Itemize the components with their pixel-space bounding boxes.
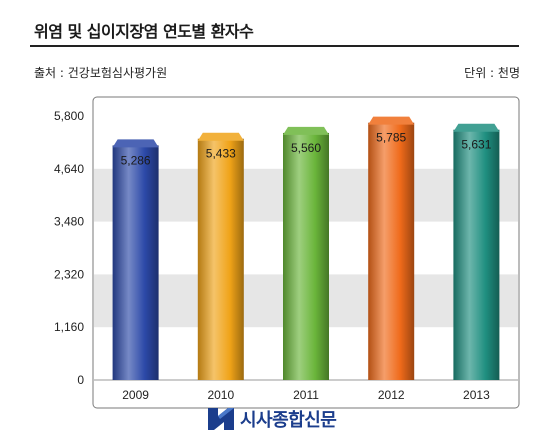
bar-2009: 5,286 [112, 139, 159, 380]
bar-2011: 5,560 [283, 126, 329, 380]
x-tick-label: 2010 [207, 388, 234, 402]
bar-value-label: 5,286 [121, 153, 151, 167]
x-tick-label: 2011 [293, 388, 319, 402]
chart-title: 위염 및 십이지장염 연도별 환자수 [34, 22, 254, 41]
bar-2010: 5,433 [197, 132, 244, 380]
title-divider [30, 45, 519, 47]
bar-2013: 5,631 [453, 123, 500, 380]
bar-value-label: 5,785 [376, 131, 406, 145]
y-tick-label: 4,640 [54, 162, 84, 176]
logo-text: 시사종합신문 [240, 410, 337, 431]
bar-cap [368, 116, 415, 125]
y-tick-label: 1,160 [54, 320, 84, 334]
publisher-logo: 시사종합신문 [206, 404, 337, 434]
x-tick-label: 2013 [463, 388, 490, 402]
bar-cap [283, 126, 329, 135]
bar-body [112, 145, 159, 380]
bar-body [197, 138, 244, 380]
bar-cap [197, 132, 244, 141]
y-tick-label: 2,320 [54, 267, 84, 281]
bar-cap [453, 123, 500, 132]
x-tick-label: 2009 [122, 388, 149, 402]
x-tick-label: 2012 [378, 388, 405, 402]
source-note: 출처 : 건강보험심사평가원 [34, 66, 168, 80]
bar-value-label: 5,560 [291, 141, 321, 155]
y-tick-label: 0 [77, 373, 84, 387]
bar-2012: 5,785 [368, 116, 415, 380]
bar-body [283, 132, 329, 380]
y-tick-label: 3,480 [54, 215, 84, 229]
bar-value-label: 5,433 [206, 147, 236, 161]
bar-body [453, 129, 500, 380]
unit-note: 단위 : 천명 [464, 66, 520, 80]
bar-value-label: 5,631 [461, 138, 491, 152]
bar-cap [112, 139, 159, 148]
y-tick-label: 5,800 [54, 109, 84, 123]
newspaper-logo-icon [208, 408, 234, 430]
bar-body [368, 122, 415, 380]
